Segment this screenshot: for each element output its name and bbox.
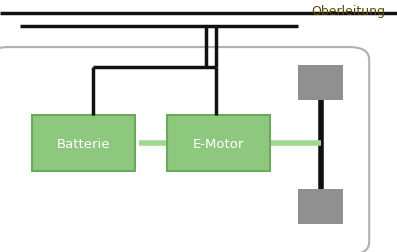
FancyBboxPatch shape bbox=[167, 116, 270, 171]
Text: E-Motor: E-Motor bbox=[193, 137, 244, 150]
FancyBboxPatch shape bbox=[0, 48, 369, 252]
FancyBboxPatch shape bbox=[298, 189, 343, 224]
Text: Oberleitung: Oberleitung bbox=[311, 5, 385, 18]
FancyBboxPatch shape bbox=[32, 116, 135, 171]
Text: Batterie: Batterie bbox=[57, 137, 110, 150]
FancyBboxPatch shape bbox=[298, 66, 343, 101]
